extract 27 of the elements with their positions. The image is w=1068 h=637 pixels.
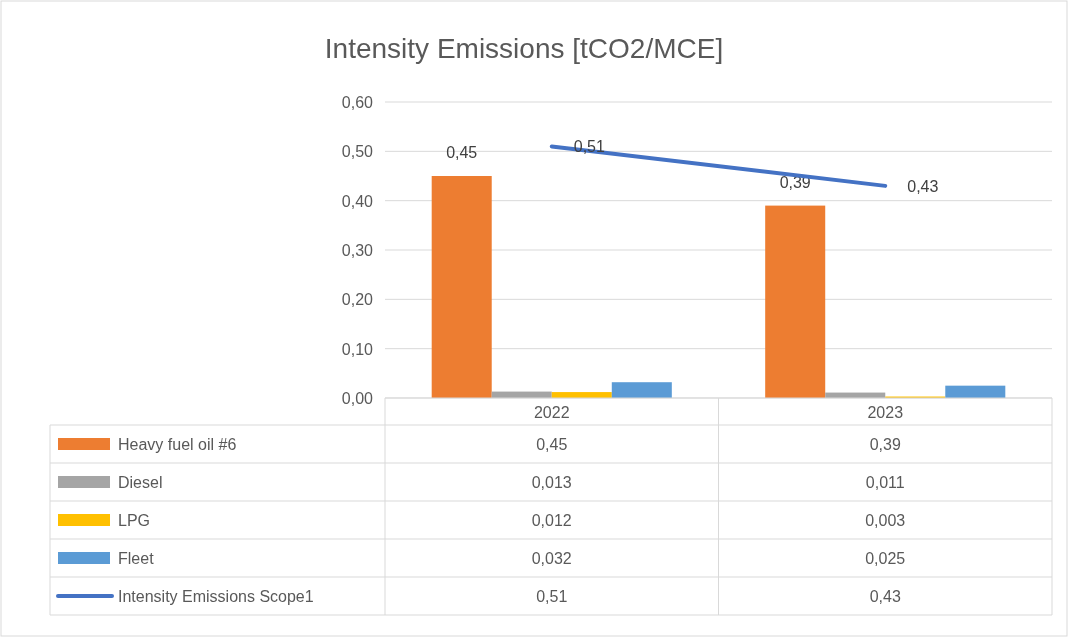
- data-label: 0,025: [865, 550, 906, 567]
- data-label: 0,012: [531, 512, 572, 529]
- y-tick-label: 0,60: [341, 94, 374, 111]
- data-label: 0,003: [865, 512, 906, 529]
- legend-label: Fleet: [118, 550, 155, 567]
- y-tick-label: 0,00: [341, 390, 374, 407]
- data-label: 0,011: [865, 474, 905, 491]
- y-tick-label: 0,50: [341, 143, 374, 161]
- y-tick-label: 0,20: [341, 291, 374, 309]
- data-label: 0,39: [869, 436, 901, 453]
- data-label: 0,51: [536, 588, 568, 605]
- data-label: 0,43: [869, 588, 901, 605]
- y-tick-label: 0,30: [341, 242, 374, 259]
- x-tick-label: 2022: [533, 404, 570, 421]
- text: 0,45: [446, 144, 478, 161]
- data-label: 0,032: [531, 550, 572, 567]
- legend-label: Intensity Emissions Scope1: [118, 588, 314, 605]
- text: 0,43: [907, 177, 939, 195]
- legend-label: LPG: [118, 512, 151, 529]
- legend-label: Heavy fuel oil #6: [118, 436, 237, 453]
- y-tick-label: 0,10: [341, 340, 374, 358]
- y-tick-label: 0,40: [341, 192, 374, 210]
- legend-label: Diesel: [118, 474, 163, 491]
- data-label: 0,013: [531, 474, 572, 491]
- data-label: 0,45: [536, 436, 568, 453]
- chart-title: Intensity Emissions [tCO2/MCE]: [324, 33, 724, 64]
- x-tick-label: 2023: [867, 404, 904, 421]
